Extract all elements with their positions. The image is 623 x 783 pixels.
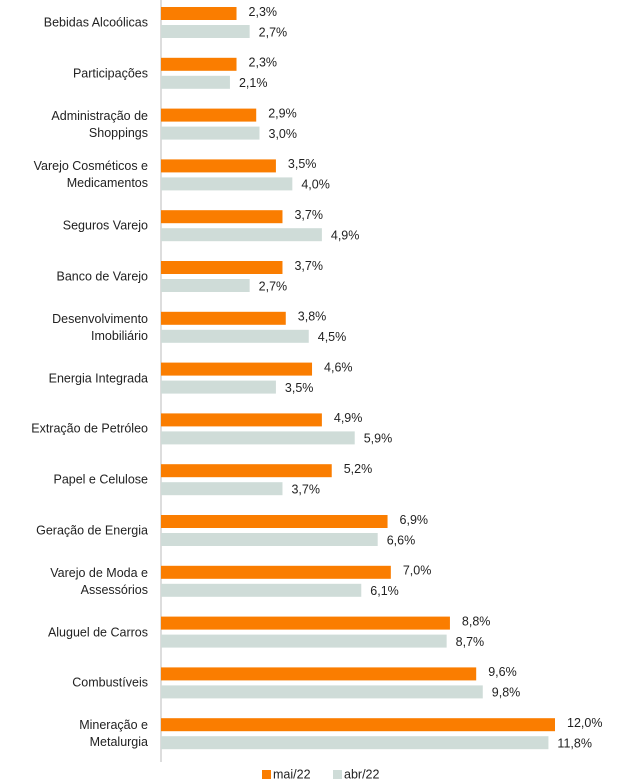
category-label: Combustíveis [72, 675, 148, 690]
bar [161, 329, 309, 343]
value-label: 4,9% [334, 411, 363, 425]
bar [161, 616, 450, 630]
category-label: Desenvolvimento Imobiliário [52, 311, 148, 343]
category-label: Varejo de Moda e Assessórios [50, 565, 148, 597]
bar [161, 634, 447, 648]
value-label: 3,0% [269, 127, 298, 141]
bar [161, 311, 286, 325]
bar [161, 482, 283, 496]
bar [161, 380, 276, 394]
value-label: 2,3% [249, 56, 278, 70]
value-label: 6,6% [387, 533, 416, 547]
value-label: 5,2% [344, 462, 373, 476]
category-label: Administração de Shoppings [51, 108, 148, 140]
value-label: 2,3% [249, 5, 278, 19]
bar [161, 464, 332, 478]
bar [161, 736, 549, 750]
value-label: 6,9% [400, 513, 429, 527]
bar [161, 261, 283, 274]
bar [161, 228, 322, 242]
value-label: 4,0% [301, 178, 330, 192]
category-label: Mineração e Metalurgia [79, 718, 148, 750]
value-label: 4,9% [331, 228, 360, 242]
value-label: 3,7% [294, 208, 323, 222]
value-label: 2,7% [259, 279, 288, 293]
value-label: 3,5% [288, 157, 317, 171]
value-label: 3,7% [294, 259, 323, 273]
value-label: 2,7% [259, 25, 288, 39]
bar [161, 583, 362, 597]
bar [161, 685, 483, 699]
legend-swatch [333, 770, 342, 779]
value-label: 9,6% [488, 665, 517, 679]
bar [161, 7, 237, 20]
legend-label: abr/22 [344, 767, 379, 781]
value-label: 8,8% [462, 614, 491, 628]
category-label: Banco de Varejo [56, 269, 149, 284]
bar [161, 126, 260, 140]
legend-label: mai/22 [273, 767, 311, 781]
value-label: 2,1% [239, 76, 268, 90]
bar [161, 57, 237, 71]
value-label: 4,5% [318, 330, 347, 344]
bar [161, 279, 250, 292]
legend-swatch [262, 770, 271, 779]
category-label: Extração de Petróleo [31, 421, 148, 436]
category-label: Papel e Celulose [53, 472, 148, 487]
value-label: 4,6% [324, 360, 353, 374]
bar [161, 25, 250, 38]
value-label: 3,5% [285, 381, 314, 395]
bar [161, 565, 391, 579]
category-label: Geração de Energia [36, 523, 148, 538]
value-label: 2,9% [268, 106, 297, 120]
category-label: Bebidas Alcoólicas [43, 15, 148, 30]
bar [161, 718, 555, 732]
value-label: 11,8% [557, 736, 592, 750]
category-label: Varejo Cosméticos e Medicamentos [33, 159, 148, 191]
category-label: Seguros Varejo [62, 218, 148, 233]
category-label: Aluguel de Carros [47, 625, 148, 640]
value-label: 12,0% [567, 716, 602, 730]
value-label: 9,8% [492, 686, 521, 700]
bar [161, 431, 355, 445]
bar [161, 159, 276, 173]
bar [161, 515, 388, 528]
bar [161, 413, 322, 427]
value-label: 6,1% [370, 584, 399, 598]
category-label: Participações [72, 66, 148, 81]
bar [161, 667, 477, 681]
bar [161, 210, 283, 224]
bar [161, 362, 313, 376]
bar [161, 533, 378, 546]
value-label: 7,0% [403, 564, 432, 578]
bar [161, 75, 230, 89]
bar [161, 177, 293, 191]
value-label: 3,7% [291, 482, 320, 496]
category-label: Energia Integrada [48, 371, 148, 386]
value-label: 3,8% [298, 310, 327, 324]
bar [161, 108, 257, 122]
value-label: 5,9% [364, 432, 393, 446]
value-label: 8,7% [456, 635, 485, 649]
